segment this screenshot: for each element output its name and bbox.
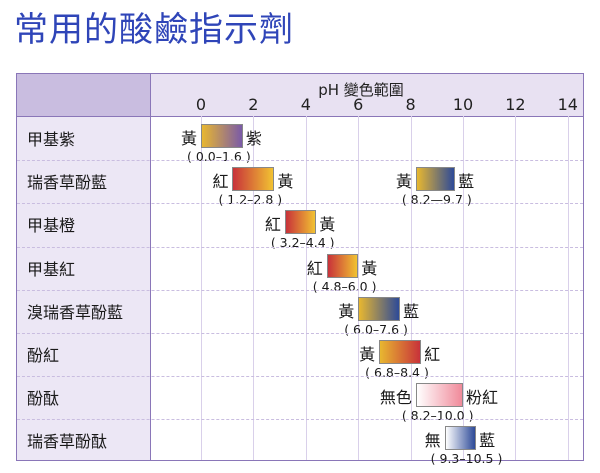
gridline (358, 116, 360, 460)
tick-label-2: 2 (248, 95, 259, 114)
indicator-name: 甲基橙 (27, 216, 76, 236)
indicator-name: 甲基紅 (27, 259, 76, 279)
from-color-label: 無色 (379, 388, 412, 408)
color-transition-bar (358, 296, 401, 321)
header-axis (151, 74, 583, 116)
indicator-name: 甲基紫 (27, 130, 76, 149)
from-color-label: 黃 (395, 172, 412, 192)
from-color-label: 無 (424, 431, 441, 451)
ph-range-label: ( 8.2–10.0 ) (401, 408, 474, 424)
color-transition-bar (379, 340, 422, 364)
ph-range-label: ( 6.0–7.6 ) (344, 321, 408, 337)
to-color-label: 藍 (479, 431, 496, 451)
ph-range-label: ( 9.3–10.5 ) (430, 451, 503, 467)
row-separator (17, 419, 583, 421)
row-separator (17, 246, 583, 248)
to-color-label: 黃 (319, 215, 336, 235)
indicator-name: 溴瑞香草酚藍 (27, 302, 124, 322)
from-color-label: 黃 (338, 301, 355, 321)
color-transition-bar (415, 383, 463, 408)
row-separator (17, 160, 583, 162)
to-color-label: 黃 (361, 258, 378, 278)
tick-label-10: 10 (452, 95, 474, 114)
from-color-label: 紅 (306, 258, 323, 278)
ph-range-label: ( 3.2–4.4 ) (270, 235, 335, 251)
to-color-label: 紅 (424, 345, 441, 364)
indicator-table: pH 變色範圍 0 2 4 6 8 10 12 14 甲基紫黃紫( 0.0–1.6 ) 瑞香草酚藍… (16, 73, 584, 466)
indicator-name-column (17, 116, 151, 460)
to-color-label: 粉紅 (466, 388, 499, 408)
indicator-name: 酚紅 (27, 346, 60, 365)
tick-label-8: 8 (405, 95, 416, 114)
ph-range-label: ( 6.8–8.4 ) (365, 365, 429, 380)
to-color-label: 藍 (403, 301, 420, 321)
color-transition-bar (232, 167, 275, 192)
header-divider (17, 116, 583, 117)
header-corner (17, 74, 151, 116)
from-color-label: 黃 (359, 345, 376, 364)
axis-title: pH 變色範圍 (318, 81, 404, 99)
indicator-name: 瑞香草酚藍 (27, 173, 108, 193)
indicator-name: 瑞香草酚酞 (27, 432, 108, 452)
gridline (253, 116, 255, 460)
tick-label-6: 6 (353, 95, 364, 114)
ph-range-label: ( 1.2–2.8 ) (218, 192, 283, 208)
color-transition-bar (444, 426, 477, 451)
color-transition-bar (201, 124, 243, 148)
tick-label-0: 0 (195, 95, 207, 114)
color-transition-bar (415, 167, 456, 192)
ph-range-label: ( 4.8–6.0 ) (312, 278, 377, 294)
gridline (201, 116, 202, 460)
page-title: 常用的酸鹼指示劑 (14, 10, 294, 50)
tick-label-4: 4 (300, 95, 311, 114)
gridline (463, 116, 464, 460)
from-color-label: 紅 (264, 215, 281, 235)
gridline (515, 116, 517, 460)
to-color-label: 藍 (458, 172, 475, 192)
from-color-label: 黃 (181, 129, 198, 148)
from-color-label: 紅 (212, 172, 229, 192)
indicator-name: 酚酞 (27, 389, 60, 409)
to-color-label: 黃 (277, 172, 294, 192)
gridline (305, 116, 307, 460)
row-separator (17, 203, 583, 205)
color-transition-bar (284, 210, 317, 235)
row-separator (17, 376, 583, 378)
gridline (410, 116, 412, 460)
gridline (567, 116, 569, 460)
row-separator (17, 289, 583, 291)
to-color-label: 紫 (245, 129, 262, 148)
color-transition-bar (326, 253, 359, 278)
ph-range-label: ( 0.0–1.6 ) (187, 149, 251, 164)
ph-range-label: ( 8.2—9.7 ) (401, 192, 472, 208)
row-separator (17, 333, 583, 334)
tick-label-12: 12 (505, 95, 526, 114)
tick-label-14: 14 (557, 95, 578, 114)
